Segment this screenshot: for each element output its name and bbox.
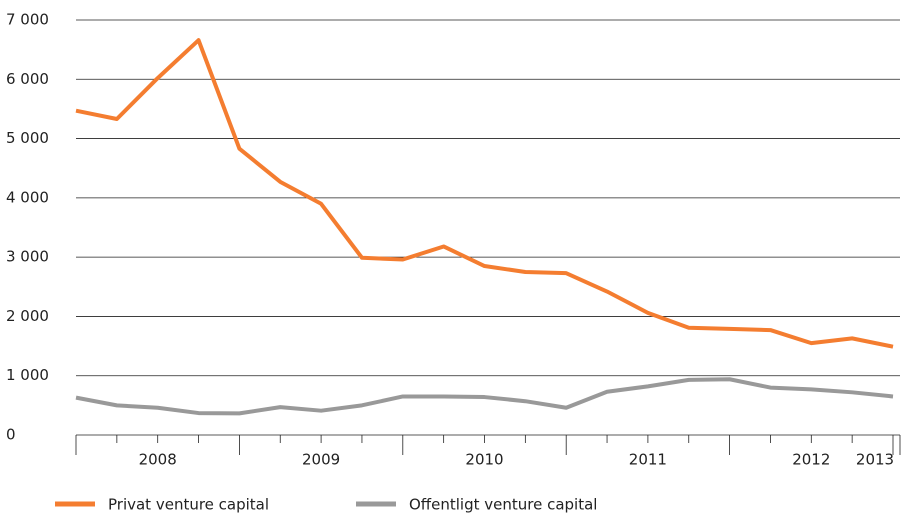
legend-label: Offentligt venture capital — [409, 496, 597, 514]
y-tick-label: 3 000 — [6, 248, 49, 266]
x-tick-label: 2011 — [629, 451, 667, 469]
x-tick-label: 2010 — [465, 451, 503, 469]
legend-label: Privat venture capital — [108, 496, 269, 514]
y-tick-label: 7 000 — [6, 11, 49, 29]
y-tick-label: 6 000 — [6, 70, 49, 88]
series-line — [75, 38, 894, 349]
y-tick-label: 4 000 — [6, 188, 49, 206]
x-tick-label: 2009 — [302, 451, 340, 469]
series-line — [75, 377, 894, 416]
x-tick-label: 2008 — [139, 451, 177, 469]
x-tick-label: 2013 — [856, 451, 894, 469]
y-tick-label: 5 000 — [6, 129, 49, 147]
y-tick-label: 1 000 — [6, 366, 49, 384]
y-tick-label: 2 000 — [6, 307, 49, 325]
y-tick-label: 0 — [6, 426, 16, 444]
x-tick-label: 2012 — [792, 451, 830, 469]
